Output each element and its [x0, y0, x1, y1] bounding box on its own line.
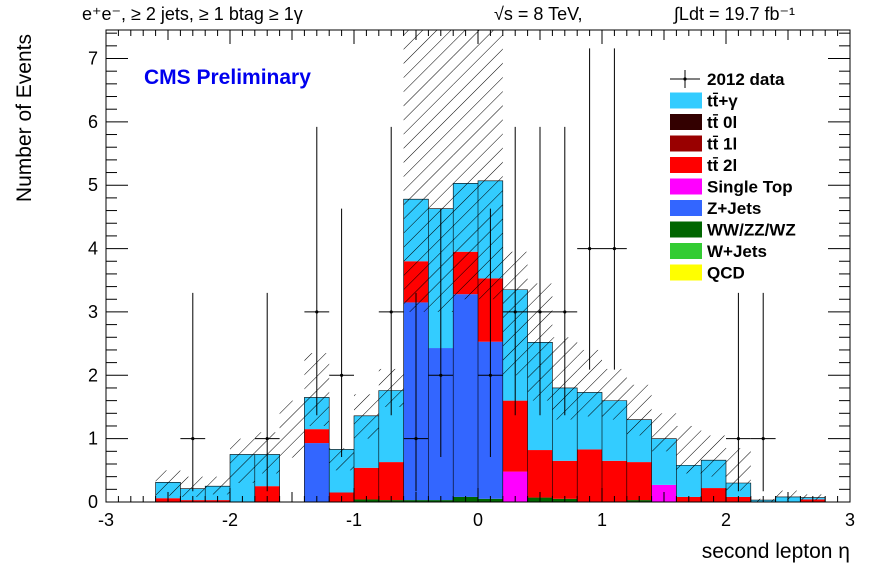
bar-series-5-bin-19: [577, 449, 602, 502]
y-axis-title: Number of Events: [13, 34, 36, 202]
bar-series-5-bin-17: [527, 450, 553, 498]
legend-entry-3: tt̄ 1l: [670, 135, 737, 154]
x-tick-label: -2: [222, 510, 238, 530]
legend-label: QCD: [707, 264, 745, 283]
legend-label: tt̄+γ: [707, 92, 738, 111]
data-point-5: [403, 292, 429, 492]
bar-series-3-bin-8: [304, 443, 330, 502]
uncertainty-band-bin-20: [602, 368, 627, 420]
y-tick-label: 4: [88, 239, 98, 259]
x-tick-label: 3: [845, 510, 855, 530]
data-point-3: [329, 208, 354, 458]
y-tick-label: 2: [88, 365, 98, 385]
x-tick-label: -1: [346, 510, 362, 530]
uncertainty-band-bin-7: [279, 400, 305, 458]
bar-series-5-bin-21: [626, 462, 652, 501]
legend-label: Z+Jets: [707, 199, 761, 218]
channel-label: e⁺e⁻, ≥ 2 jets, ≥ 1 btag ≥ 1γ: [82, 4, 303, 24]
legend-entry-4: tt̄ 2l: [670, 156, 737, 175]
x-tick-label: -3: [98, 510, 114, 530]
data-point-9: [527, 126, 553, 416]
data-point-4: [378, 126, 404, 416]
cms-preliminary-label: CMS Preliminary: [144, 66, 311, 89]
x-axis-title: second lepton η: [702, 540, 850, 563]
data-point-14: [750, 292, 776, 492]
legend-label: Single Top: [707, 178, 793, 197]
legend-entry-0: 2012 data: [670, 70, 785, 89]
uncertainty-band-bin-21: [626, 384, 652, 436]
bar-series-5-bin-11: [378, 462, 404, 501]
bar-series-5-bin-6: [254, 486, 280, 502]
data-point-13: [726, 292, 751, 492]
bar-series-5-bin-8: [304, 429, 330, 444]
data-point-12: [602, 48, 627, 370]
legend-entry-1: tt̄+γ: [670, 92, 738, 111]
luminosity-label: ∫Ldt = 19.7 fb⁻¹: [672, 4, 795, 24]
legend-entry-8: W+Jets: [670, 242, 767, 261]
bar-series-5-bin-24: [701, 488, 726, 502]
y-tick-label: 0: [88, 492, 98, 512]
legend-entry-6: Z+Jets: [670, 199, 761, 218]
y-tick-label: 6: [88, 112, 98, 132]
data-point-2: [304, 126, 330, 416]
uncertainty-band-bin-9: [329, 448, 354, 471]
legend-label: WW/ZZ/WZ: [707, 221, 796, 240]
x-tick-label: 2: [721, 510, 731, 530]
uncertainty-band-bin-4: [205, 476, 230, 495]
x-tick-label: 0: [473, 510, 483, 530]
data-point-7: [478, 208, 503, 458]
uncertainty-band-bin-14: [453, 30, 478, 300]
data-point-1: [254, 292, 280, 492]
legend-label: tt̄ 1l: [707, 135, 737, 154]
legend-entry-7: WW/ZZ/WZ: [670, 221, 796, 240]
y-tick-label: 1: [88, 429, 98, 449]
bar-series-3-bin-14: [453, 294, 478, 497]
bar-series-5-bin-10: [354, 467, 379, 500]
uncertainty-band-bin-24: [701, 435, 726, 477]
legend-label: tt̄ 0l: [707, 113, 737, 132]
bar-series-5-bin-20: [602, 460, 627, 502]
legend-label: W+Jets: [707, 242, 767, 261]
data-point-8: [502, 126, 528, 416]
y-tick-label: 3: [88, 302, 98, 322]
uncertainty-band-bin-22: [651, 413, 677, 452]
legend-label: tt̄ 2l: [707, 156, 737, 175]
data-point-11: [577, 48, 602, 370]
legend-entry-9: QCD: [670, 264, 745, 283]
legend-entry-2: tt̄ 0l: [670, 113, 737, 132]
uncertainty-band-bin-23: [676, 425, 702, 474]
uncertainty-band-bin-10: [354, 394, 379, 439]
uncertainty-band-bin-5: [230, 438, 255, 483]
x-tick-label: 1: [597, 510, 607, 530]
uncertainty-band-bin-2: [155, 470, 181, 496]
y-tick-label: 5: [88, 175, 98, 195]
data-point-6: [428, 208, 454, 458]
energy-label: √s = 8 TeV,: [494, 4, 582, 24]
uncertainty-band-bin-12: [403, 30, 429, 312]
legend-label: 2012 data: [707, 70, 785, 89]
bar-series-5-bin-18: [552, 460, 578, 499]
y-tick-label: 7: [88, 49, 98, 69]
data-point-10: [552, 126, 578, 416]
data-point-0: [180, 292, 206, 492]
legend-entry-5: Single Top: [670, 178, 793, 197]
